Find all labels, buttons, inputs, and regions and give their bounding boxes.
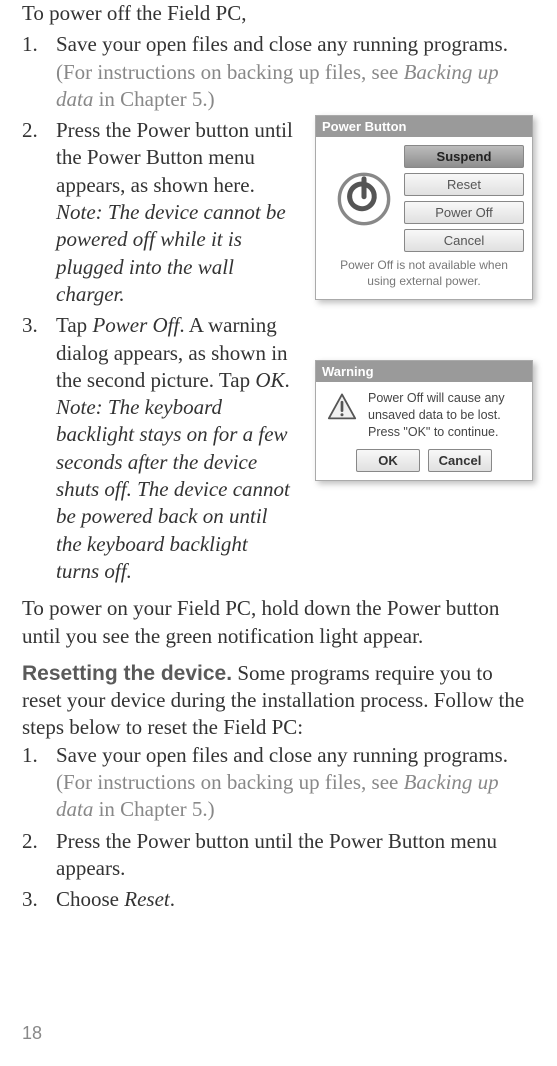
step1-item1: 1. Save your open files and close any ru… <box>22 31 535 113</box>
step-pre: Choose <box>56 887 124 911</box>
warning-text: Power Off will cause any unsaved data to… <box>368 390 524 441</box>
page-number: 18 <box>22 1023 42 1044</box>
reset-button[interactable]: Reset <box>404 173 524 196</box>
power-off-button[interactable]: Power Off <box>404 201 524 224</box>
warning-dialog: Warning Power Off will cause any unsaved… <box>315 360 533 481</box>
list-number: 3. <box>22 312 56 585</box>
step2-item2: 2. Press the Power button until the Powe… <box>22 828 535 883</box>
dialog-note: Power Off is not available when using ex… <box>324 252 524 291</box>
reset-heading: Resetting the device. <box>22 662 232 685</box>
list-number: 2. <box>22 117 56 308</box>
step2-item1: 1. Save your open files and close any ru… <box>22 742 535 824</box>
step-gray-pre: (For instructions on backing up files, s… <box>56 60 404 84</box>
ok-button[interactable]: OK <box>356 449 420 472</box>
power-on-paragraph: To power on your Field PC, hold down the… <box>22 595 535 650</box>
step-text: Press the Power button until the Power B… <box>56 118 293 197</box>
step-text: Save your open files and close any runni… <box>56 743 508 767</box>
list-number: 2. <box>22 828 56 883</box>
list-number: 3. <box>22 886 56 913</box>
step-text: Save your open files and close any runni… <box>56 32 508 56</box>
step-post: . <box>170 887 175 911</box>
reset-paragraph: Resetting the device. Some programs requ… <box>22 660 535 742</box>
list-body: Save your open files and close any runni… <box>56 31 535 113</box>
warning-icon <box>324 390 360 441</box>
power-icon <box>324 145 404 252</box>
power-button-dialog: Power Button Suspend Reset Power Off Can… <box>315 115 533 300</box>
cancel-button[interactable]: Cancel <box>404 229 524 252</box>
cancel-button[interactable]: Cancel <box>428 449 492 472</box>
step-gray-post: in Chapter 5.) <box>93 87 214 111</box>
step-text: Press the Power button until the Power B… <box>56 829 497 880</box>
step-note: Note: The device cannot be powered off w… <box>56 200 286 306</box>
step-ital1: Power Off <box>92 313 179 337</box>
suspend-button[interactable]: Suspend <box>404 145 524 168</box>
dialog-body: Suspend Reset Power Off Cancel Power Off… <box>316 137 532 299</box>
list-body: Press the Power button until the Power B… <box>56 828 535 883</box>
dialog-title: Warning <box>316 361 532 382</box>
list-number: 1. <box>22 742 56 824</box>
intro-text: To power off the Field PC, <box>22 0 535 27</box>
step-gray-pre: (For instructions on backing up files, s… <box>56 770 404 794</box>
step2-item3: 3. Choose Reset. <box>22 886 535 913</box>
list-number: 1. <box>22 31 56 113</box>
step-ital: Reset <box>124 887 169 911</box>
dialog-body: Power Off will cause any unsaved data to… <box>316 382 532 480</box>
step-note: Note: The keyboard backlight stays on fo… <box>56 395 290 583</box>
step-ital2: OK <box>255 368 284 392</box>
list-body: Save your open files and close any runni… <box>56 742 535 824</box>
step-pre: Tap <box>56 313 92 337</box>
step-gray-post: in Chapter 5.) <box>93 797 214 821</box>
step-post: . <box>285 368 290 392</box>
dialog-title: Power Button <box>316 116 532 137</box>
list-body: Choose Reset. <box>56 886 535 913</box>
